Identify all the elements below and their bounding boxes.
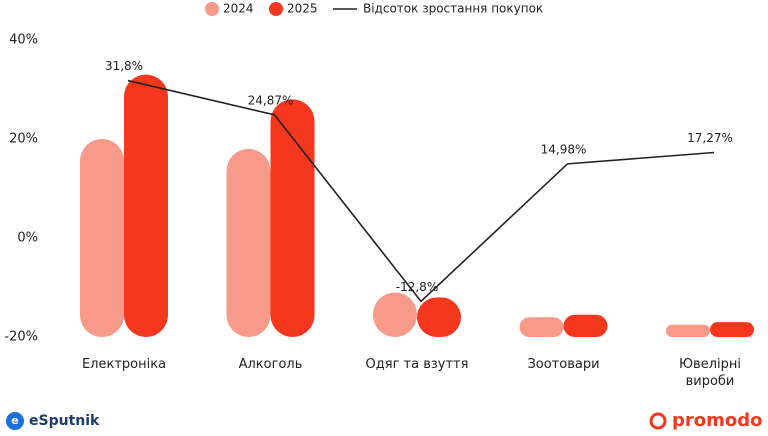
y-tick-label: -20%: [4, 330, 38, 345]
x-tick-label: Ювелірні вироби: [679, 357, 741, 389]
growth-line: [127, 79, 715, 303]
bar: [124, 74, 168, 338]
legend-swatch: [205, 2, 219, 16]
data-label: 24,87%: [248, 93, 294, 107]
x-tick-label: Електроніка: [81, 357, 167, 372]
x-tick-label: Алкоголь: [238, 357, 303, 372]
data-label: 31,8%: [105, 59, 143, 73]
bar: [417, 297, 461, 337]
bar: [80, 139, 124, 337]
bar: [373, 292, 417, 337]
x-tick-label: Зоотовари: [527, 357, 600, 372]
bar: [226, 148, 271, 337]
bar: [519, 317, 564, 337]
legend-swatch: [269, 2, 283, 16]
x-tick-label: Одяг та взуття: [365, 357, 469, 372]
bar: [666, 324, 710, 337]
legend-label: Відсоток зростання покупок: [363, 2, 543, 16]
data-label: 14,98%: [541, 142, 587, 156]
legend-label: 2024: [223, 2, 254, 16]
y-tick-label: 40%: [9, 33, 38, 48]
y-tick-label: 20%: [9, 132, 38, 147]
promodo-logo: promodo: [649, 410, 763, 431]
y-tick-label: 0%: [17, 231, 38, 246]
data-label: -12,8%: [396, 280, 438, 294]
bar: [270, 99, 315, 338]
logo-text: eSputnik: [29, 413, 100, 429]
legend-label: 2025: [287, 2, 318, 16]
esputnik-logo: e eSputnik: [6, 412, 100, 430]
data-label: 17,27%: [687, 131, 733, 145]
bar: [563, 314, 608, 337]
logo-text: promodo: [672, 410, 763, 431]
svg-text:e: e: [11, 414, 18, 427]
bar: [710, 322, 754, 337]
